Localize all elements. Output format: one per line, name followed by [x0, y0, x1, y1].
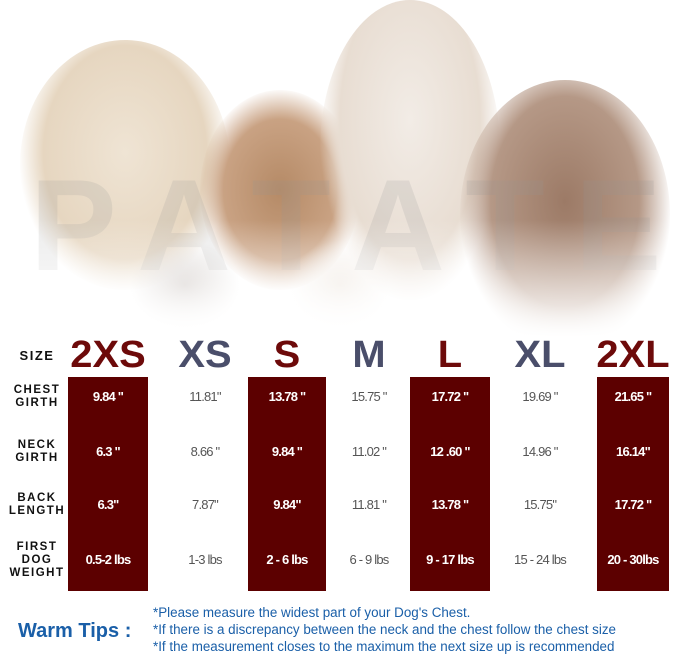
table-cell: 16.14": [616, 444, 651, 459]
table-cell: 15.75": [523, 497, 557, 512]
size-label: SIZE: [19, 348, 55, 363]
table-cell: 11.81": [189, 389, 221, 404]
size-header: S: [273, 334, 301, 376]
dogs-photo: PATATE: [0, 0, 679, 340]
size-header: XS: [178, 334, 232, 376]
size-header: L: [437, 334, 463, 376]
warm-tips-list: *Please measure the widest part of your …: [153, 604, 616, 655]
table-cell: 21.65 ": [614, 389, 653, 404]
table-cell: 9 - 17 lbs: [426, 552, 474, 567]
table-cell: 15 - 24 lbs: [514, 552, 567, 567]
table-cell: 8.66 ": [190, 444, 221, 459]
row-label: FIRST DOG WEIGHT: [9, 540, 65, 579]
table-cell: 6 - 9 lbs: [349, 552, 389, 567]
table-cell: 15.75 ": [351, 389, 387, 404]
size-header: XL: [514, 334, 566, 376]
table-cell: 0.5-2 lbs: [85, 552, 132, 567]
tip-line: *If the measurement closes to the maximu…: [153, 639, 615, 654]
row-label: CHEST GIRTH: [13, 384, 61, 409]
table-cell: 11.02 ": [351, 444, 387, 459]
table-cell: 6.3": [97, 497, 119, 512]
table-cell: 13.78 ": [431, 497, 470, 512]
warm-tips-heading: Warm Tips :: [18, 620, 132, 642]
table-cell: 17.72 ": [614, 497, 653, 512]
tip-line: *Please measure the widest part of your …: [153, 605, 471, 620]
table-cell: 17.72 ": [431, 389, 470, 404]
size-header: 2XL: [596, 334, 670, 376]
table-cell: 11.81 ": [351, 497, 387, 512]
highlight-column: [597, 377, 669, 591]
table-cell: 14.96 ": [522, 444, 558, 459]
size-header: 2XS: [70, 334, 146, 376]
highlight-column: [410, 377, 490, 591]
table-cell: 7.87": [192, 497, 219, 512]
highlight-column: [248, 377, 326, 591]
tip-line: *If there is a discrepancy between the n…: [153, 622, 616, 637]
table-cell: 19.69 ": [522, 389, 558, 404]
table-cell: 6.3 ": [96, 444, 121, 459]
photo-fade: [0, 220, 679, 340]
table-cell: 1-3 lbs: [188, 552, 222, 567]
table-cell: 2 - 6 lbs: [266, 552, 308, 567]
table-cell: 9.84": [273, 497, 301, 512]
table-cell: 20 - 30lbs: [607, 552, 659, 567]
row-label: BACK LENGTH: [8, 492, 66, 517]
table-cell: 12 .60 ": [430, 444, 470, 459]
table-cell: 9.84 ": [271, 444, 303, 459]
row-label: NECK GIRTH: [15, 439, 59, 464]
table-cell: 13.78 ": [268, 389, 307, 404]
size-header: M: [352, 334, 386, 376]
highlight-column: [68, 377, 148, 591]
table-cell: 9.84 ": [92, 389, 124, 404]
